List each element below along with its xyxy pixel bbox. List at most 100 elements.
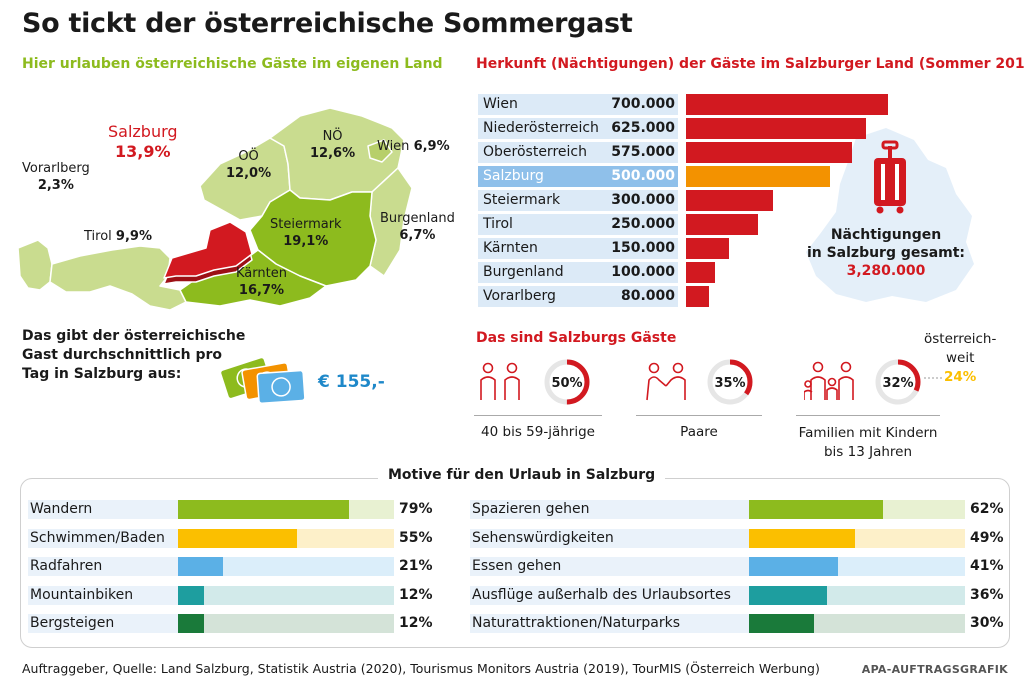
motive-bar	[178, 500, 349, 519]
motive-row	[470, 529, 749, 548]
austria-label: österreich- weit 24%	[924, 331, 997, 385]
motive-bar	[749, 557, 838, 576]
persons-icon	[480, 362, 520, 400]
motive-label: Schwimmen/Baden	[30, 530, 165, 546]
family-icon	[804, 361, 854, 400]
motive-bar	[749, 586, 827, 605]
origin-value: 250.000	[611, 216, 675, 232]
origin-label: Oberösterreich	[483, 144, 587, 160]
origin-value: 500.000	[611, 168, 675, 184]
origin-bar	[686, 166, 830, 187]
motive-bar	[178, 586, 204, 605]
donut-label: 35%	[714, 376, 745, 391]
couple-icon	[646, 362, 686, 401]
origin-value: 300.000	[611, 192, 675, 208]
divider	[636, 415, 762, 416]
spend-value: € 155,-	[318, 372, 385, 392]
divider	[796, 415, 940, 416]
origin-label: Tirol	[483, 216, 513, 232]
map-label-burgenland: Burgenland 6,7%	[380, 211, 455, 243]
motive-row	[28, 500, 178, 519]
left-heading: Hier urlauben österreichische Gäste im e…	[22, 56, 443, 72]
origin-label: Burgenland	[483, 264, 564, 280]
map-label-steiermark: Steiermark 19,1%	[270, 217, 342, 249]
salzburg-outline-bg	[806, 128, 974, 302]
guest-caption-age: 40 bis 59-jährige	[481, 424, 595, 440]
origin-bar	[686, 238, 729, 259]
origin-value: 575.000	[611, 144, 675, 160]
suitcase-icon	[874, 140, 906, 214]
austria-dotted-leader	[924, 377, 942, 379]
guest-caption-couples: Paare	[680, 424, 718, 440]
origin-bar	[686, 190, 773, 211]
motive-bar	[178, 614, 204, 633]
origin-row: Niederösterreich 625.000	[478, 118, 678, 139]
map-label-salzburg: Salzburg 13,9%	[108, 122, 178, 161]
total-box: Nächtigungen in Salzburg gesamt: 3,280.0…	[806, 227, 966, 279]
donut-arc	[875, 359, 921, 405]
map-label-vorarlberg: Vorarlberg 2,3%	[22, 161, 90, 193]
origin-row: Vorarlberg 80.000	[478, 286, 678, 307]
origin-value: 150.000	[611, 240, 675, 256]
motive-row	[470, 586, 749, 605]
motive-row	[28, 557, 178, 576]
motive-track	[178, 557, 394, 576]
motive-label: Mountainbiken	[30, 587, 134, 603]
origin-row: Salzburg 500.000	[478, 166, 678, 187]
origin-row: Wien 700.000	[478, 94, 678, 115]
origin-bar	[686, 118, 866, 139]
origin-value: 80.000	[620, 288, 675, 304]
motive-value: 36%	[970, 587, 1004, 603]
origin-label: Steiermark	[483, 192, 561, 208]
motive-bar	[749, 500, 883, 519]
motive-value: 30%	[970, 615, 1004, 631]
motive-bar	[178, 529, 297, 548]
motive-label: Wandern	[30, 501, 93, 517]
origin-row: Oberösterreich 575.000	[478, 142, 678, 163]
motive-value: 55%	[399, 530, 433, 546]
motive-value: 12%	[399, 615, 433, 631]
motive-value: 62%	[970, 501, 1004, 517]
origin-bar	[686, 94, 888, 115]
origin-bar	[686, 262, 715, 283]
motive-bar	[178, 557, 223, 576]
right-heading: Herkunft (Nächtigungen) der Gäste im Sal…	[476, 56, 1024, 72]
donut-arc	[544, 359, 590, 405]
motive-label: Naturattraktionen/Naturparks	[472, 615, 680, 631]
footer-source: Auftraggeber, Quelle: Land Salzburg, Sta…	[22, 661, 820, 676]
motive-label: Spazieren gehen	[472, 501, 590, 517]
motive-label: Ausflüge außerhalb des Urlaubsortes	[472, 587, 731, 603]
origin-bar	[686, 142, 852, 163]
motive-value: 21%	[399, 558, 433, 574]
origin-value: 700.000	[611, 96, 675, 112]
motive-label: Radfahren	[30, 558, 103, 574]
motives-heading: Motive für den Urlaub in Salzburg	[378, 467, 666, 483]
origin-bar	[686, 214, 758, 235]
origin-row: Burgenland 100.000	[478, 262, 678, 283]
spend-text: Das gibt der österreichische Gast durchs…	[22, 328, 246, 382]
map-label-tirol: Tirol 9,9%	[84, 229, 152, 244]
origin-label: Vorarlberg	[483, 288, 556, 304]
region-salzburg	[163, 221, 253, 279]
motive-value: 12%	[399, 587, 433, 603]
money-icon	[220, 356, 306, 405]
origin-row: Steiermark 300.000	[478, 190, 678, 211]
map-label-wien: Wien 6,9%	[377, 139, 450, 154]
motive-label: Essen gehen	[472, 558, 562, 574]
origin-label: Wien	[483, 96, 518, 112]
donut-label: 50%	[551, 376, 582, 391]
motive-row	[28, 529, 178, 548]
motive-bar	[749, 529, 855, 548]
region-wien	[367, 139, 393, 163]
credit-label: APA-AUFTRAGSGRAFIK	[861, 663, 1008, 676]
motive-track	[178, 586, 394, 605]
donut-label: 32%	[882, 376, 913, 391]
motive-bar	[749, 614, 814, 633]
origin-label: Salzburg	[483, 168, 544, 184]
origin-row: Kärnten 150.000	[478, 238, 678, 259]
motive-track	[178, 614, 394, 633]
divider	[474, 415, 602, 416]
motive-value: 41%	[970, 558, 1004, 574]
motive-row	[28, 614, 178, 633]
